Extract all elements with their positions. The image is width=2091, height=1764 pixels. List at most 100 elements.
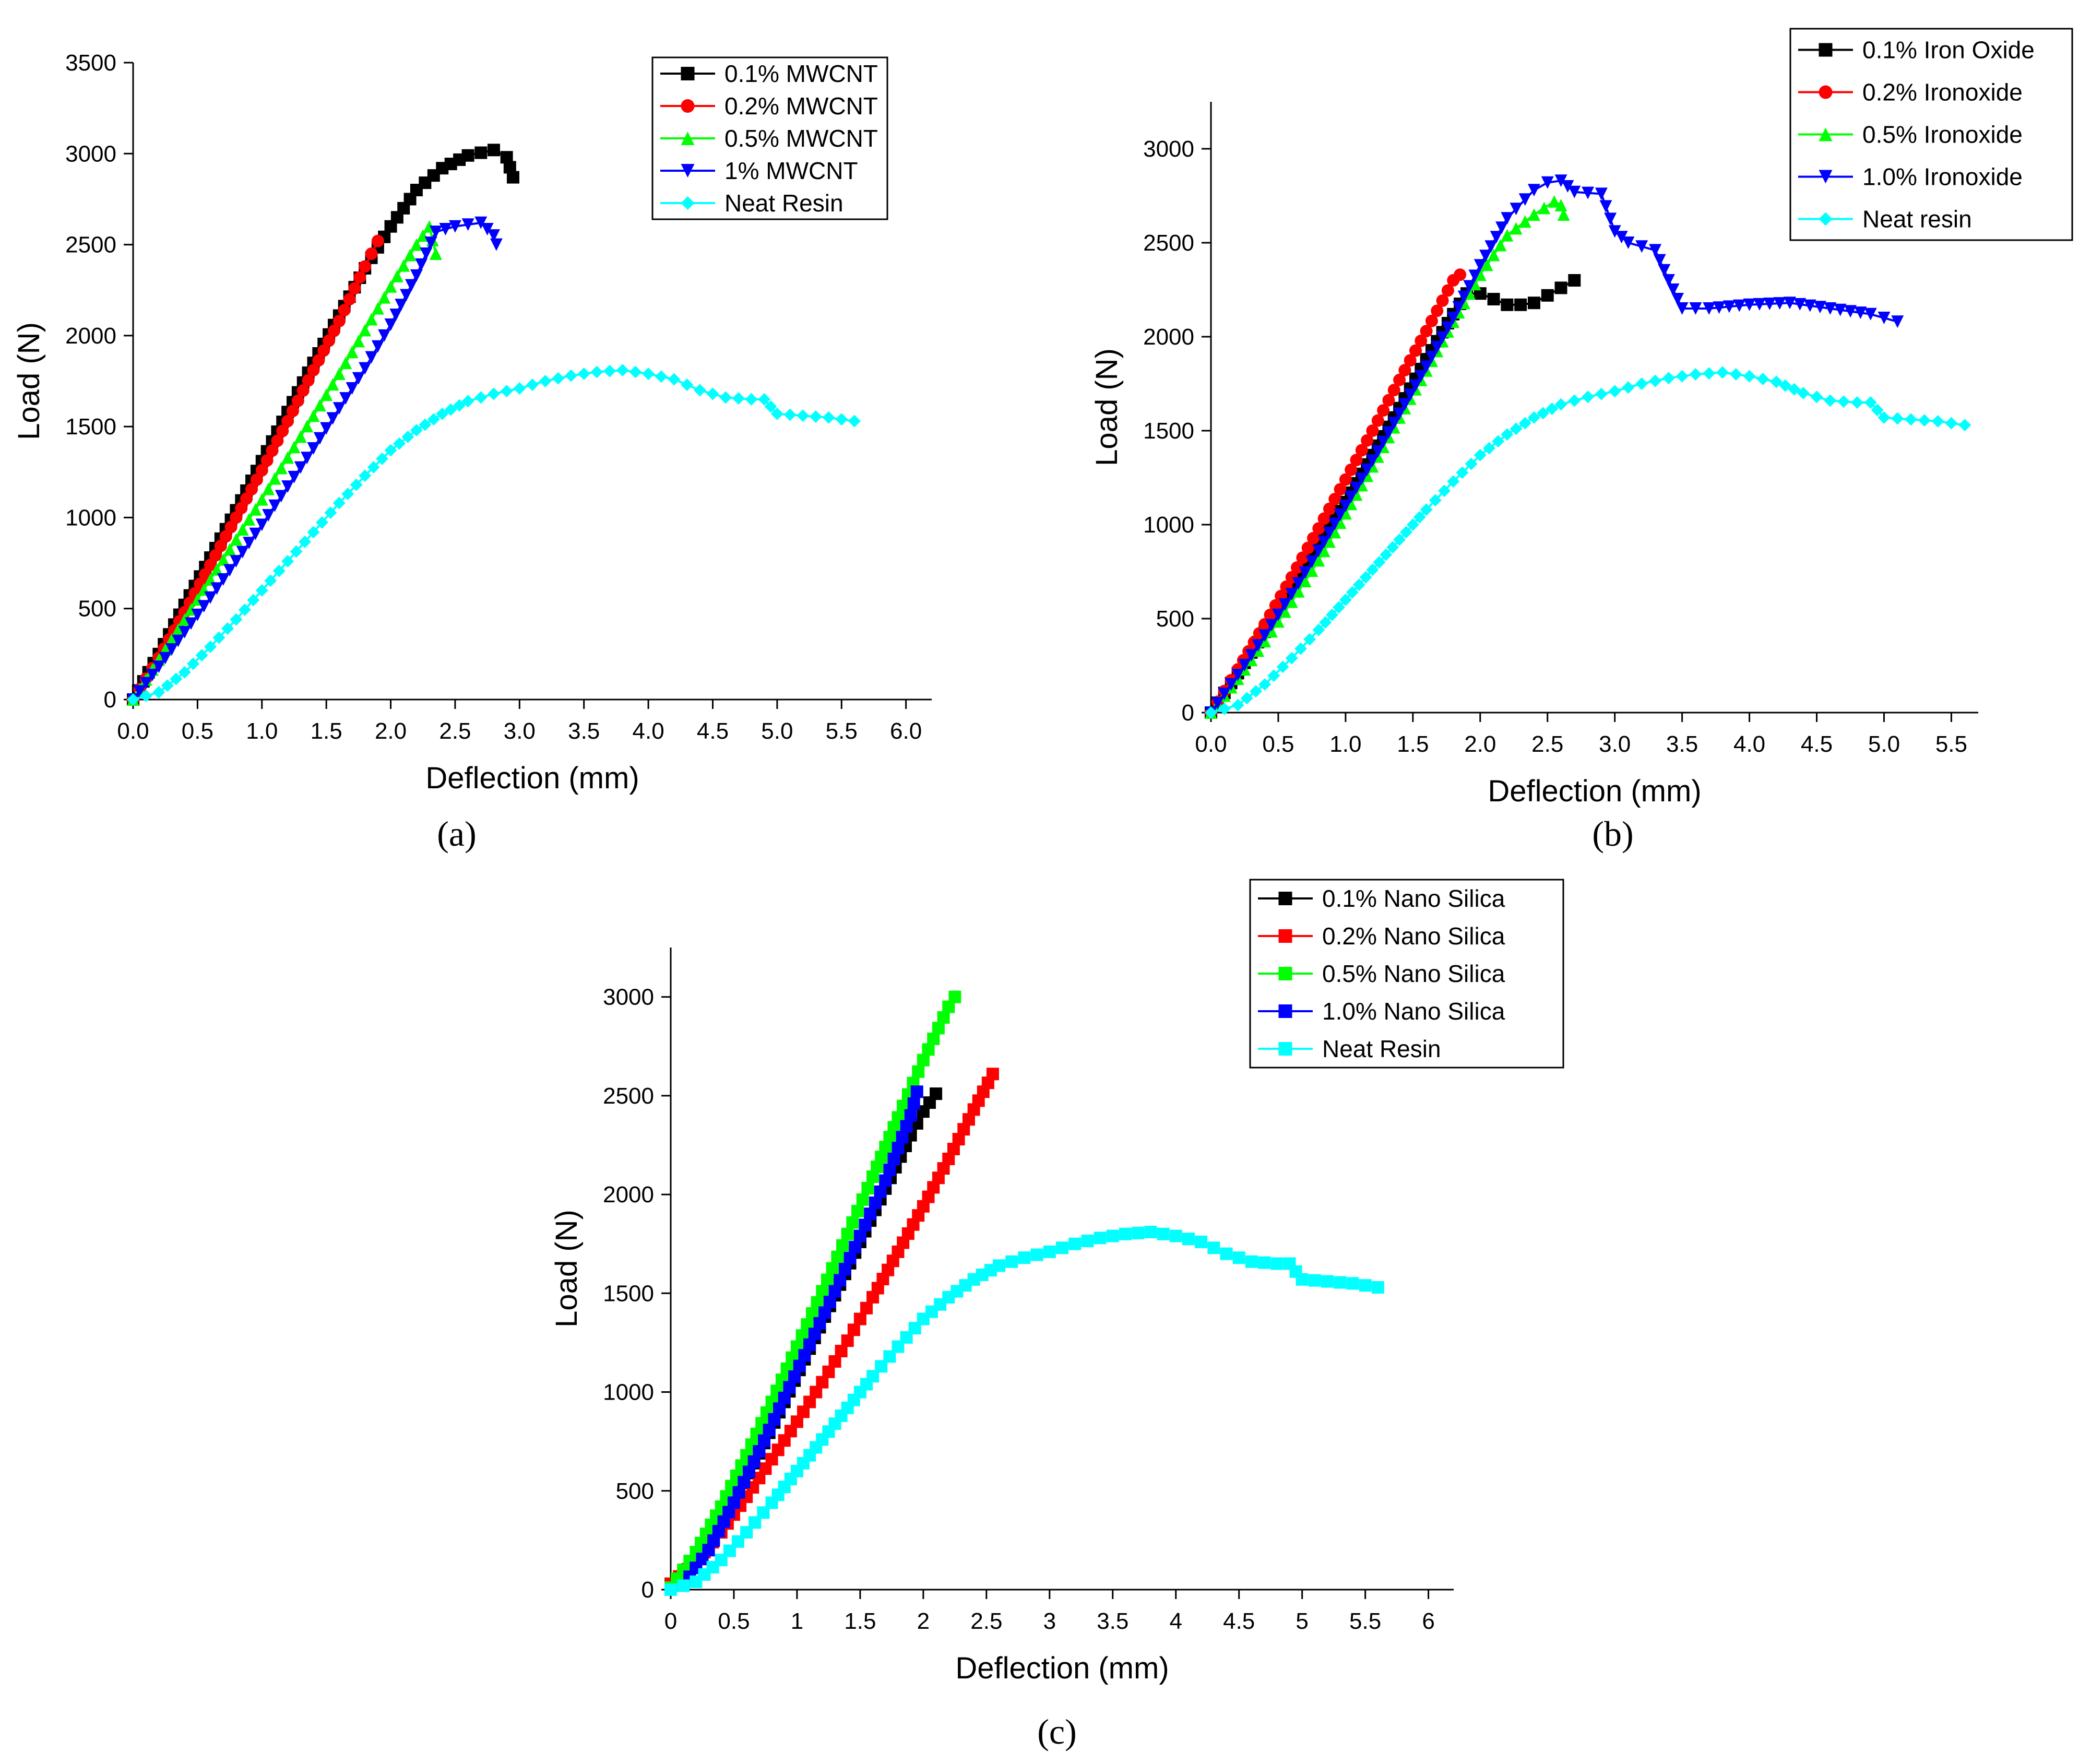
data-point: [869, 1196, 882, 1209]
legend-marker: [681, 132, 695, 145]
data-point: [1339, 500, 1352, 512]
data-point: [1328, 526, 1341, 539]
data-point: [338, 304, 351, 317]
data-point: [835, 413, 848, 426]
data-point: [773, 1402, 786, 1415]
legend-marker: [681, 164, 695, 177]
data-point: [1380, 548, 1393, 561]
data-point: [1474, 448, 1487, 461]
data-point: [1278, 605, 1291, 618]
data-point: [1649, 244, 1662, 257]
data-point: [490, 238, 503, 251]
data-point: [1457, 290, 1470, 303]
data-point: [1518, 215, 1531, 228]
data-point: [1518, 417, 1531, 430]
data-point: [384, 318, 397, 331]
data-point: [240, 492, 253, 505]
data-point: [1272, 615, 1285, 628]
data-point: [1361, 434, 1374, 447]
y-tick-label: 0: [1182, 700, 1194, 726]
data-point: [255, 464, 268, 477]
data-point: [907, 1097, 920, 1110]
data-point: [932, 1022, 945, 1035]
data-point: [1264, 608, 1277, 621]
data-point: [427, 413, 440, 426]
data-point: [1779, 379, 1792, 392]
data-point: [821, 1273, 834, 1286]
data-point: [1218, 702, 1231, 715]
data-point: [768, 1413, 781, 1426]
data-point: [287, 405, 299, 418]
data-point: [223, 564, 236, 577]
legend-label: 1% MWCNT: [724, 157, 858, 184]
y-tick-label: 1500: [603, 1281, 654, 1306]
legend: 0.1% Iron Oxide 0.2% Ironoxide 0.5% Ironox…: [1789, 28, 2073, 241]
data-point: [1494, 239, 1507, 252]
data-point: [204, 559, 217, 572]
data-point: [230, 533, 243, 546]
data-point: [808, 1328, 821, 1341]
data-point: [1582, 186, 1595, 199]
data-point: [1018, 1251, 1031, 1264]
data-point: [1431, 341, 1444, 354]
x-tick-label: 0.0: [1195, 731, 1227, 757]
data-point: [1157, 1227, 1170, 1240]
data-point: [1393, 373, 1406, 386]
data-point: [1334, 508, 1347, 522]
data-point: [1480, 258, 1493, 271]
data-point: [255, 584, 268, 597]
data-point: [1561, 180, 1574, 193]
legend-label: 0.1% Nano Silica: [1322, 885, 1505, 912]
data-point: [339, 357, 352, 370]
legend-marker: [681, 99, 695, 113]
data-point: [1527, 297, 1540, 310]
data-point: [255, 518, 268, 531]
legend-marker: [1278, 967, 1292, 980]
data-point: [853, 1229, 866, 1242]
data-point: [281, 480, 294, 493]
data-point: [838, 1263, 851, 1276]
data-point: [809, 410, 822, 423]
x-tick-label: 0: [664, 1608, 677, 1634]
data-point: [1689, 302, 1702, 315]
data-point: [436, 407, 449, 420]
data-point: [217, 573, 230, 586]
data-point: [326, 412, 339, 425]
data-point: [243, 537, 256, 550]
data-point: [1667, 283, 1680, 296]
data-point: [1334, 516, 1347, 529]
data-point: [1474, 259, 1487, 272]
data-point: [797, 409, 810, 422]
legend-marker: [681, 196, 695, 210]
data-point: [159, 652, 172, 665]
data-point: [224, 520, 237, 534]
data-point: [1144, 1225, 1157, 1238]
data-point: [937, 1011, 950, 1024]
data-point: [986, 1068, 999, 1081]
data-point: [474, 216, 488, 229]
panel-label: (a): [437, 814, 476, 854]
data-point: [236, 546, 249, 559]
data-point: [1056, 1241, 1068, 1254]
y-tick-label: 0: [641, 1577, 654, 1603]
series-0-2-mwcnt: [127, 234, 384, 706]
data-point: [860, 1301, 873, 1315]
data-point: [313, 432, 326, 445]
data-point: [178, 626, 191, 639]
data-point: [359, 469, 372, 482]
legend-marker: [1819, 127, 1833, 141]
data-point: [917, 1053, 930, 1067]
data-point: [262, 482, 275, 495]
data-point: [195, 649, 208, 662]
data-point: [948, 990, 961, 1003]
data-point: [1676, 370, 1689, 383]
data-point: [1415, 370, 1428, 383]
data-point: [439, 222, 452, 235]
y-tick-label: 2500: [1143, 230, 1194, 256]
data-point: [883, 1163, 896, 1176]
data-point: [1296, 1273, 1309, 1286]
data-point: [1518, 193, 1531, 206]
data-point: [859, 1218, 872, 1232]
series-1-0-ironoxide: [1205, 174, 1904, 719]
data-point: [758, 1434, 771, 1447]
